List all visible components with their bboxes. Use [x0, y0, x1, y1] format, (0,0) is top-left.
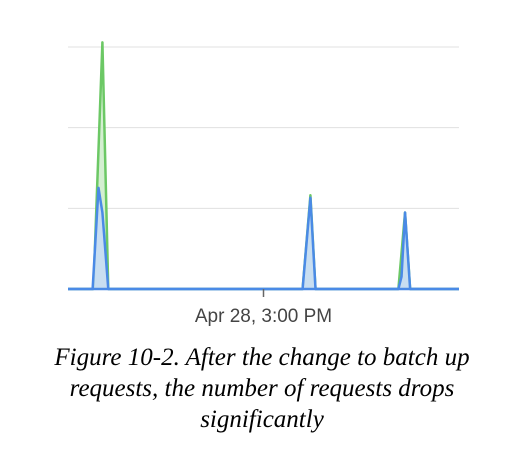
figure-caption: Figure 10-2. After the change to batch u… — [54, 344, 470, 433]
requests-chart: Apr 28, 3:00 PM — [68, 41, 459, 327]
series-area-0 — [68, 42, 459, 290]
chart-svg: Apr 28, 3:00 PM — [68, 41, 459, 327]
x-axis: Apr 28, 3:00 PM — [68, 287, 459, 327]
series-line-1 — [68, 186, 459, 291]
series-layer — [68, 41, 459, 291]
series-line-0 — [68, 41, 459, 291]
x-tick-label: Apr 28, 3:00 PM — [195, 306, 332, 327]
grid-layer — [68, 46, 459, 209]
